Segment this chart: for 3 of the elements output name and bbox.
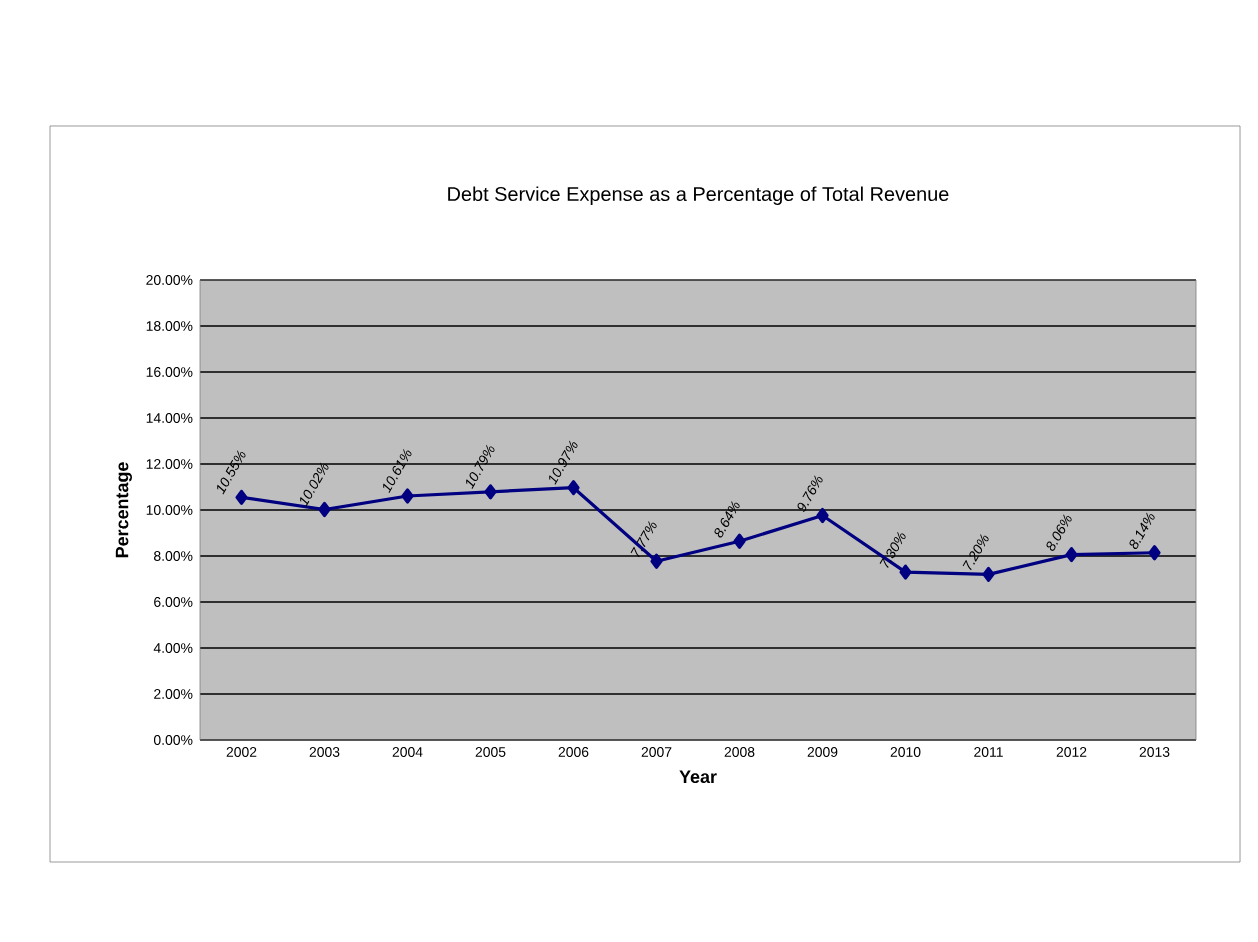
y-axis-title: Percentage (115, 462, 132, 558)
x-axis-title: Year (679, 770, 717, 784)
chart-title: Debt Service Expense as a Percentage of Total Revenue (448, 186, 949, 205)
